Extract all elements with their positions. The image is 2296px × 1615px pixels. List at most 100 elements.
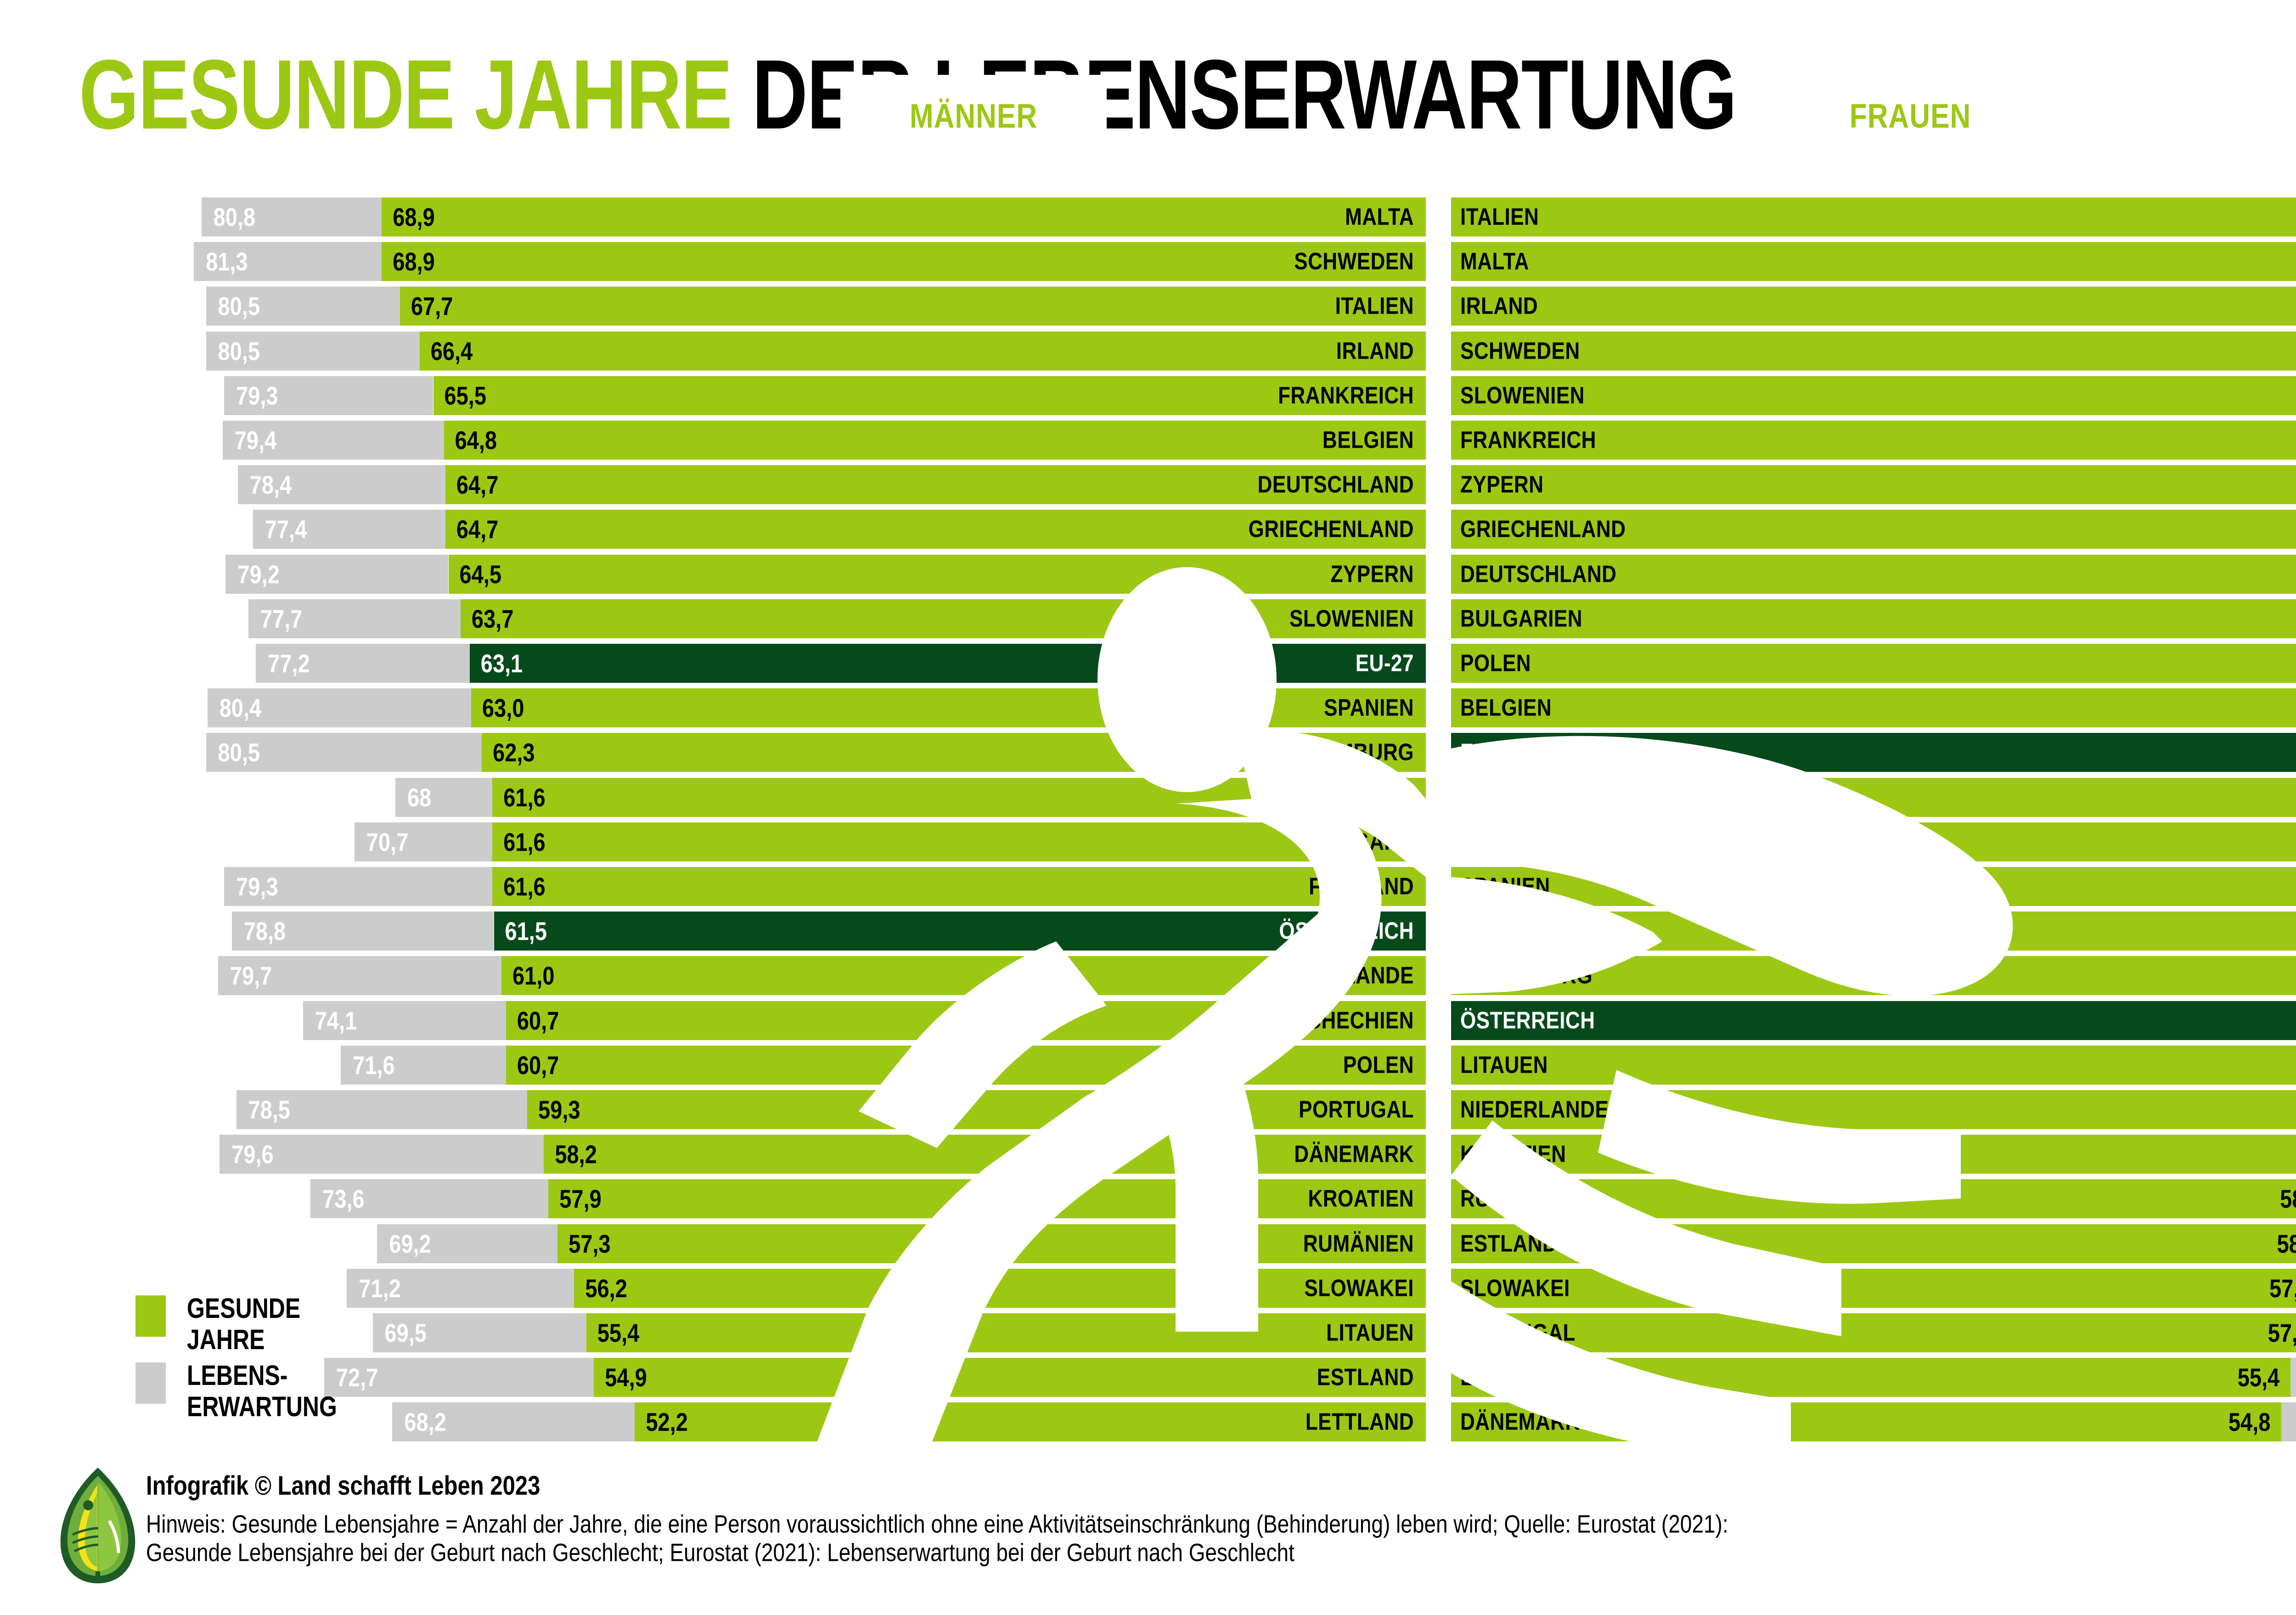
table-row: 81,458,0ESTLAND (1451, 1224, 2296, 1263)
country-label: BELGIEN (1322, 427, 1414, 454)
country-label: ESTLAND (1460, 1230, 1558, 1257)
life-expectancy-bar (377, 1224, 558, 1263)
life-expectancy-value: 71,6 (353, 1051, 395, 1080)
healthy-years-value: 56,2 (585, 1274, 627, 1303)
life-expectancy-bar (206, 331, 420, 371)
table-row: 84,368,0IRLAND (1451, 287, 2296, 326)
healthy-years-value: 64,7 (456, 470, 499, 499)
country-label: SLOWENIEN (1460, 382, 1585, 409)
country-label: NIEDERLANDE (1265, 962, 1414, 989)
table-row: 86,262,6SPANIEN (1451, 867, 2296, 906)
table-row: 79,4 64,8 BELGIEN (0, 421, 1437, 460)
country-label: TSCHECHIEN (1460, 828, 1594, 855)
life-expectancy-value: 78,8 (243, 917, 286, 945)
footer-credit: Infografik © Land schafft Leben 2023 (146, 1471, 540, 1501)
healthy-years-bar (1451, 599, 2296, 638)
life-expectancy-value: 77,7 (260, 604, 303, 633)
table-row: 69,2 57,3 RUMÄNIEN (0, 1224, 1437, 1263)
country-label: LUXEMBURG (1460, 962, 1593, 989)
healthy-years-bar (419, 331, 1426, 371)
country-label: SLOWENIEN (1289, 605, 1414, 632)
healthy-years-value: 58,2 (2280, 1184, 2296, 1214)
table-row: 83,366,5DEUTSCHLAND (1451, 554, 2296, 594)
table-row: 79,2 64,5 ZYPERN (0, 554, 1437, 594)
table-row: 80,8 68,9 MALTA (0, 197, 1437, 236)
healthy-years-value: 61,6 (503, 827, 546, 856)
healthy-years-value: 63,5 (1451, 774, 2296, 820)
healthy-years-bar (445, 510, 1426, 549)
life-expectancy-bar (224, 376, 433, 415)
country-label: IRLAND (1336, 338, 1414, 365)
legend: GESUNDE JAHRE LEBENS- ERWARTUNG (135, 1293, 337, 1427)
country-label: TSCHECHIEN (1280, 1007, 1414, 1034)
healthy-years-value: 64,2 (1451, 730, 2296, 776)
country-label: UNGARN (1460, 784, 1551, 811)
healthy-years-value: 60,7 (517, 1051, 559, 1080)
healthy-years-value: 61,6 (503, 872, 546, 901)
healthy-years-value: 55,4 (597, 1318, 640, 1347)
life-expectancy-value: 77,2 (268, 649, 310, 678)
table-row: 78,4 64,7 DEUTSCHLAND (0, 465, 1437, 505)
life-expectancy-value: 79,6 (231, 1140, 274, 1169)
table-row: 80,5 67,7 ITALIEN (0, 287, 1437, 326)
life-expectancy-value: 78,0 (2290, 1355, 2296, 1401)
country-label: BELGIEN (1460, 694, 1552, 721)
table-row: 77,2 63,1 EU-27 (0, 644, 1437, 683)
healthy-years-bar (1451, 510, 2296, 549)
life-expectancy-value: 68 (407, 782, 432, 812)
country-label: FINNLAND (1460, 917, 1565, 945)
healthy-years-value: 58,0 (2277, 1229, 2296, 1258)
maenner-text: MÄNNER (909, 97, 1038, 135)
table-row: 79,6 58,2 DÄNEMARK (0, 1135, 1437, 1174)
country-label: IRLAND (1460, 293, 1538, 320)
country-label: RUMÄNIEN (1303, 1230, 1414, 1257)
life-expectancy-bar (225, 554, 449, 594)
life-expectancy-bar (206, 287, 400, 326)
life-expectancy-bar (372, 1313, 586, 1352)
healthy-years-value: 64,7 (456, 515, 499, 544)
life-expectancy-value: 79,4 (234, 426, 277, 455)
country-label: BULGARIEN (1460, 605, 1583, 632)
men-panel: 80,8 68,9 MALTA 81,3 68,9 SCHWEDEN 80,5 67,7 ITA… (0, 197, 1437, 1465)
country-label: MALTA (1345, 203, 1414, 231)
life-expectancy-bar (222, 421, 444, 460)
table-row: 71,6 60,7 POLEN (0, 1045, 1437, 1085)
table-row: 77,7 63,7 SLOWENIEN (0, 599, 1437, 638)
country-label: FRANKREICH (1460, 427, 1596, 454)
healthy-years-bar (1451, 465, 2296, 505)
table-row: 79,664,6POLEN (1451, 644, 2296, 683)
life-expectancy-bar (2290, 1358, 2296, 1397)
healthy-years-value: 63,1 (480, 649, 523, 678)
life-expectancy-bar (194, 242, 382, 281)
healthy-years-bar (382, 197, 1426, 236)
country-label: GRIECHENLAND (1460, 516, 1626, 543)
country-label: DEUTSCHLAND (1460, 561, 1617, 588)
country-label: EU-27 (1355, 650, 1414, 677)
healthy-years-value: 63,7 (471, 604, 514, 633)
life-expectancy-value: 80,5 (218, 738, 260, 767)
healthy-years-bar (1451, 421, 2296, 460)
healthy-years-value: 68,9 (393, 203, 435, 231)
legend-swatch-lebenserwartung (135, 1362, 166, 1404)
healthy-years-value: 60,7 (517, 1006, 559, 1035)
country-label: MALTA (1460, 248, 1529, 275)
healthy-years-value: 66,8 (1451, 462, 2296, 508)
healthy-years-value: 55,4 (2237, 1363, 2280, 1392)
healthy-years-bar (1451, 242, 2296, 281)
legend-label-lebenserwartung: LEBENS- ERWARTUNG (187, 1360, 337, 1423)
healthy-years-value: 68,5 (1451, 194, 2296, 240)
table-row: 84,968,5ITALIEN (1451, 197, 2296, 236)
life-expectancy-value: 80,4 (219, 693, 262, 722)
healthy-years-bar (445, 465, 1426, 505)
title-green-part: GESUNDE JAHRE (79, 39, 732, 150)
table-row: 83,466,8ZYPERN (1451, 465, 2296, 505)
country-label: SCHWEDEN (1294, 248, 1414, 275)
healthy-years-value: 54,9 (605, 1363, 647, 1392)
healthy-years-value: 63,0 (482, 693, 524, 722)
country-label: ITALIEN (1460, 203, 1539, 231)
healthy-years-bar (400, 287, 1426, 326)
footer: Infografik © Land schafft Leben 2023 Hin… (146, 1469, 2296, 1567)
table-row: 80,5 62,3 LUXEMBURG (0, 733, 1437, 772)
